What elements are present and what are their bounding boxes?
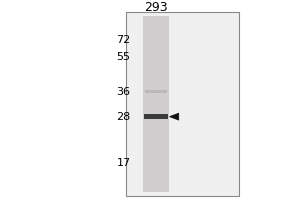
Text: 293: 293 [144, 1, 168, 14]
Bar [126, 12, 238, 196]
Bar [145, 90, 167, 93]
Text: 17: 17 [116, 158, 130, 168]
Bar [144, 114, 168, 119]
Text: 36: 36 [116, 87, 130, 97]
Text: 55: 55 [116, 52, 130, 62]
Text: 72: 72 [116, 35, 130, 45]
Polygon shape [169, 113, 179, 120]
Text: 28: 28 [116, 112, 130, 122]
Bar [143, 16, 169, 192]
